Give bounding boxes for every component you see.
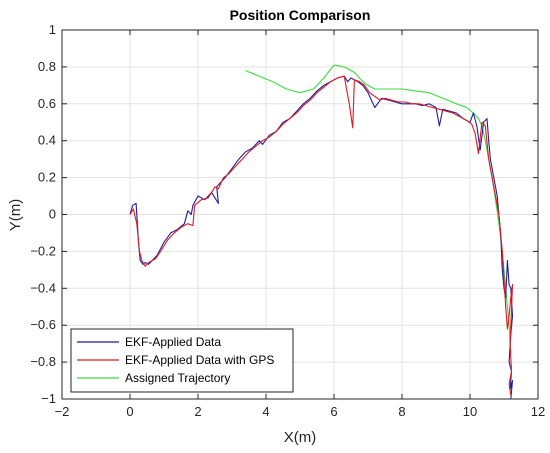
x-tick-label: 2 [194,404,201,419]
legend-label: Assigned Trajectory [125,371,230,385]
y-tick-label: 0 [49,207,56,222]
x-tick-label: 12 [531,404,545,419]
x-tick-label: 6 [330,404,337,419]
x-tick-label: −2 [55,404,70,419]
y-tick-label: −1 [41,391,56,406]
y-axis-title: Y(m) [7,199,24,232]
series-line-assigned-trajectory [245,64,512,353]
x-tick-label: 4 [262,404,269,419]
x-tick-label: 8 [398,404,405,419]
series-line-ekf-applied-data-with-gps [129,75,514,396]
legend-label: EKF-Applied Data with GPS [125,353,274,367]
x-tick-label: 0 [126,404,133,419]
x-tick-label: 10 [463,404,477,419]
chart-title: Position Comparison [230,7,371,23]
legend-label: EKF-Applied Data [125,335,221,349]
x-axis-title: X(m) [284,429,317,446]
y-tick-label: −0.6 [30,317,56,332]
legend: EKF-Applied Data EKF-Applied Data with GP… [70,328,294,393]
y-tick-label: 0.8 [38,59,56,74]
y-tick-label: 1 [49,22,56,37]
y-tick-label: 0.2 [38,170,56,185]
y-tick-label: 0.6 [38,96,56,111]
axis-ticks: −2 0 2 4 6 8 10 12 −1 −0.8 −0.6 −0.4 −0.2 0 0.2 0.4 0.6 0… [30,22,545,419]
grid [61,29,539,400]
y-tick-label: −0.8 [30,354,56,369]
y-tick-label: −0.2 [30,243,56,258]
series-lines [129,64,514,400]
y-tick-label: −0.4 [30,280,56,295]
y-tick-label: 0.4 [38,133,56,148]
